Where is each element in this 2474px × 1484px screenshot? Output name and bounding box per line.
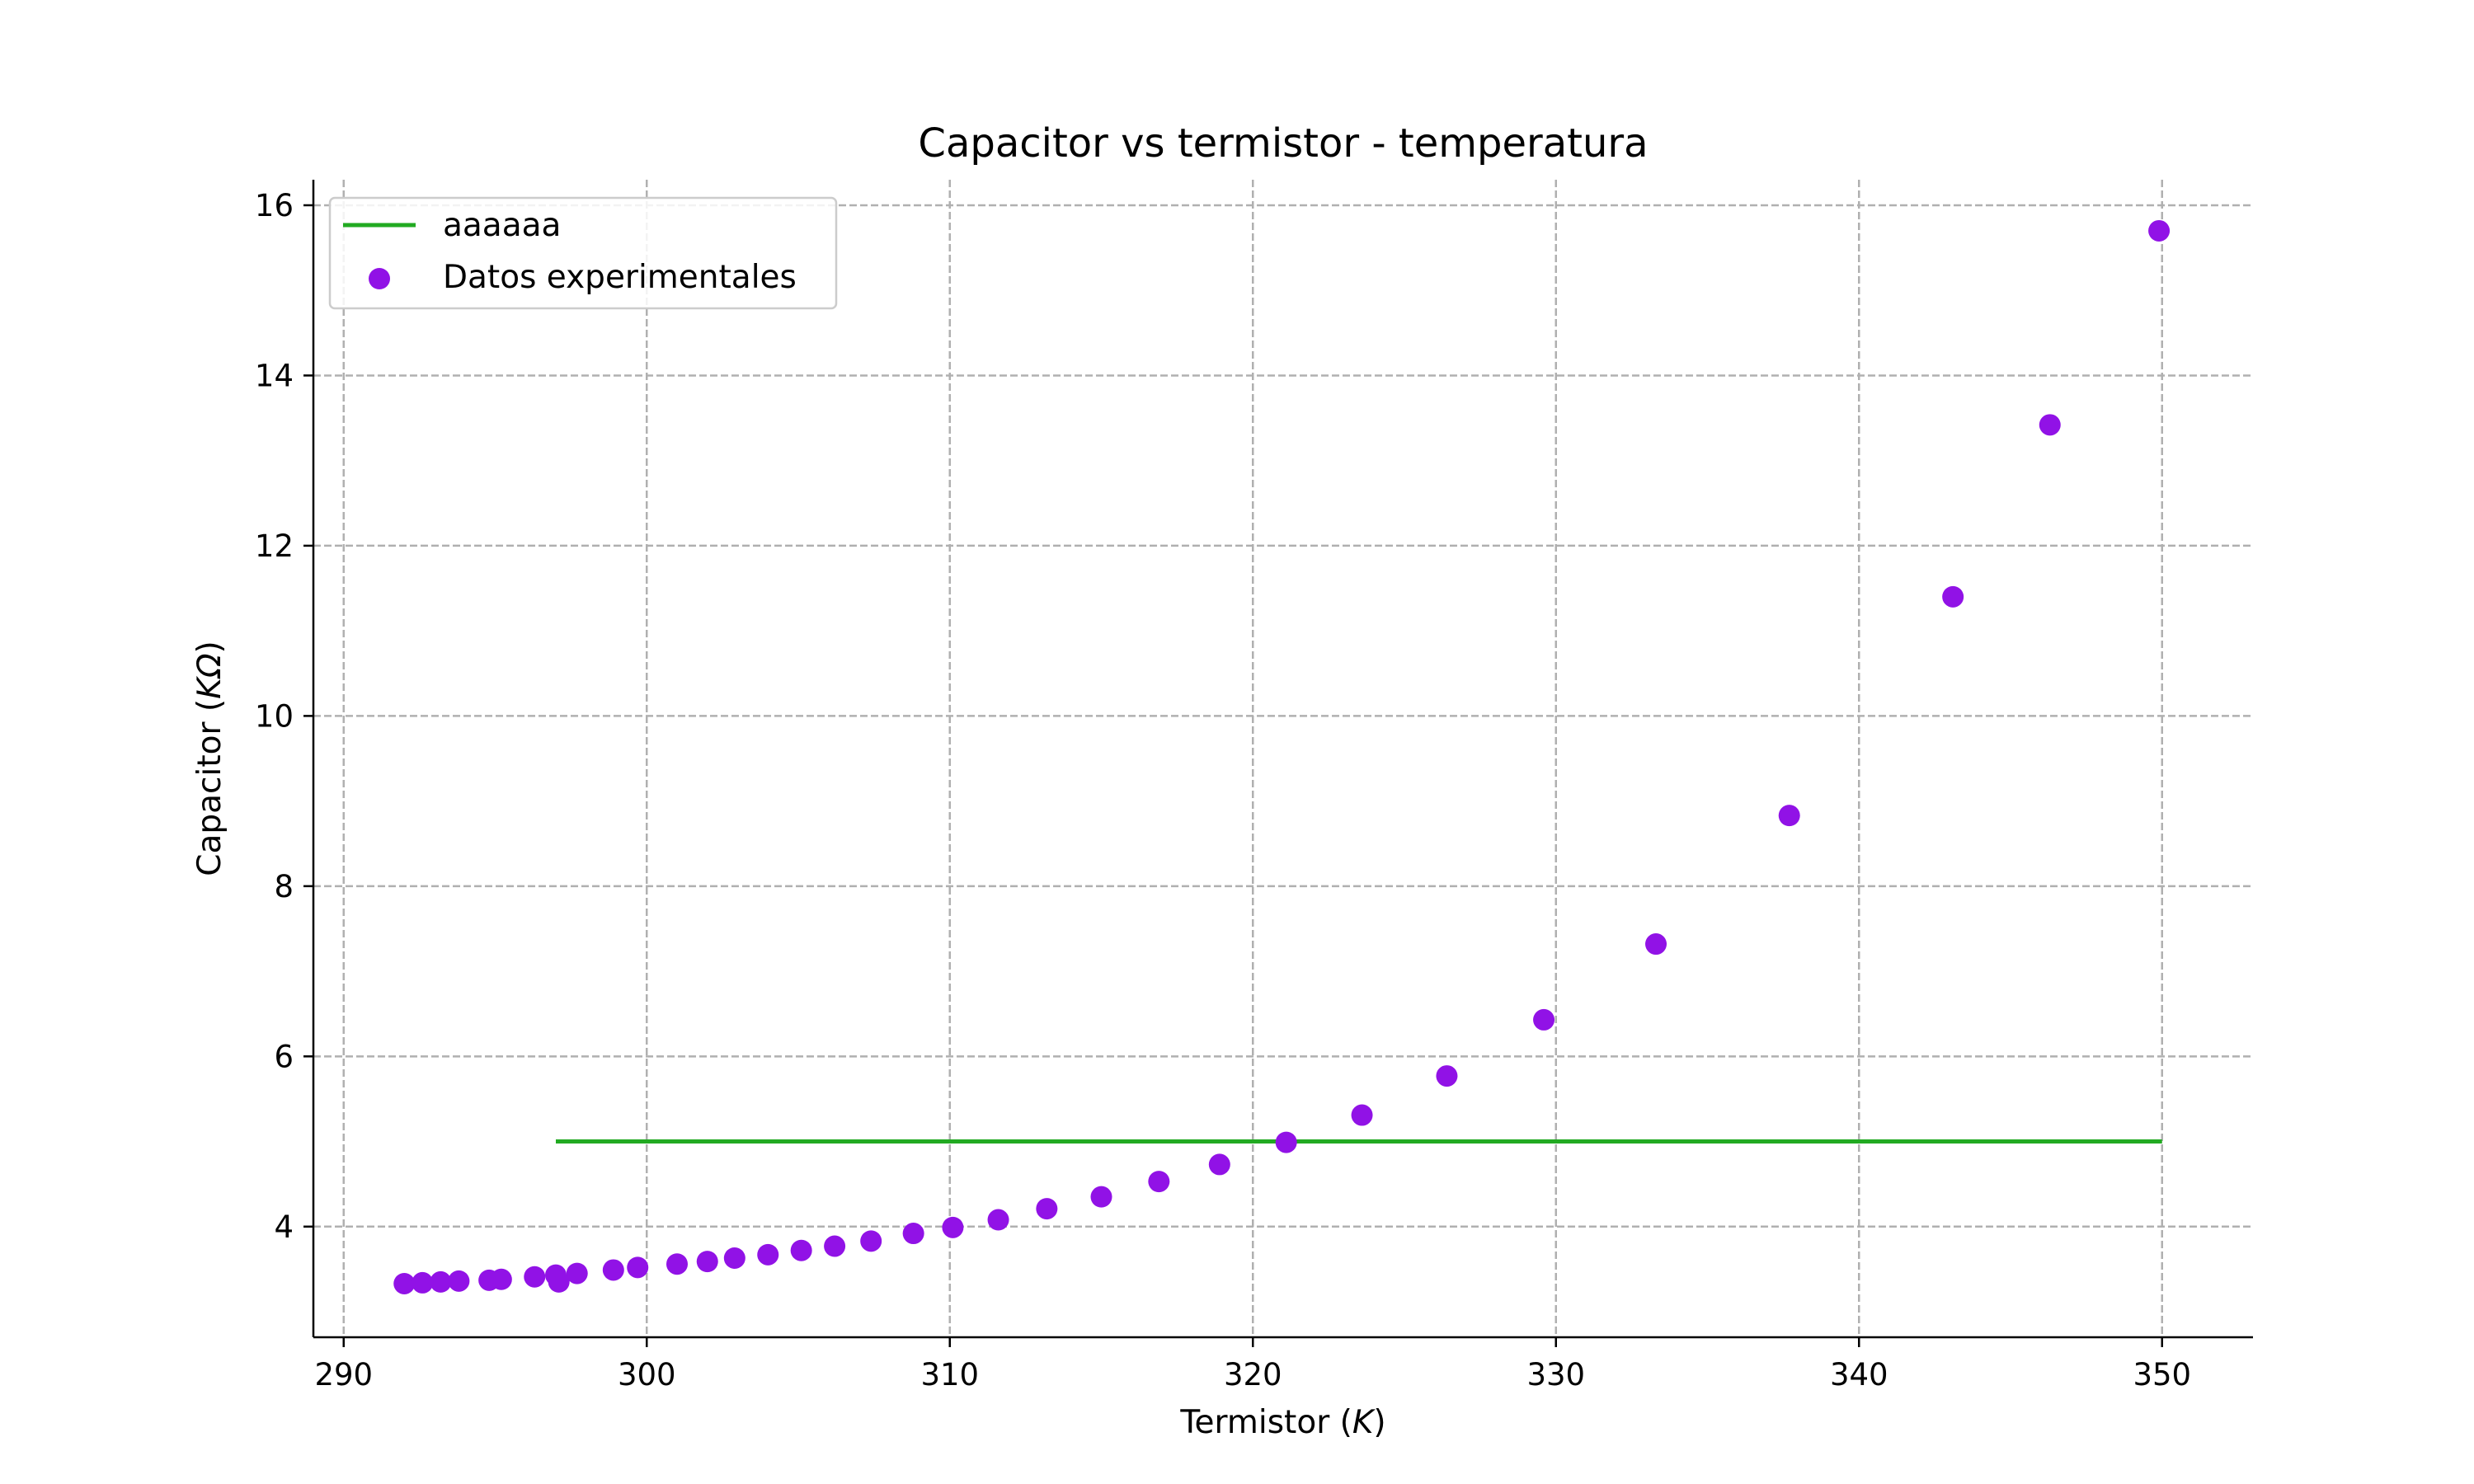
data-point — [524, 1266, 546, 1288]
y-tick-label: 14 — [255, 358, 294, 393]
data-point — [1090, 1186, 1112, 1208]
x-tick-label: 350 — [2133, 1357, 2191, 1392]
ticks: 290 300 310 320 330 340 350 4 6 8 10 12 14 16 — [255, 188, 2191, 1392]
data-point — [1533, 1008, 1555, 1031]
data-point — [602, 1259, 624, 1281]
data-point — [1942, 585, 1964, 608]
y-tick-label: 10 — [255, 698, 294, 734]
legend-frame — [328, 196, 838, 310]
data-point — [393, 1272, 416, 1294]
y-axis-label-prefix: Capacitor ( — [191, 699, 228, 876]
grid — [313, 180, 2253, 1337]
data-point — [566, 1262, 588, 1284]
y-axis-label-unit: KΩ — [191, 653, 228, 699]
data-point — [1148, 1171, 1170, 1193]
x-tick-label: 320 — [1224, 1357, 1282, 1392]
data-point — [1036, 1198, 1058, 1220]
y-tick-label: 8 — [274, 869, 294, 904]
data-point — [448, 1270, 470, 1292]
data-point — [2039, 414, 2061, 436]
x-tick-label: 330 — [1526, 1357, 1585, 1392]
data-point — [412, 1271, 434, 1294]
data-point — [490, 1268, 512, 1290]
y-tick-label: 16 — [255, 188, 294, 223]
data-point — [2148, 219, 2171, 242]
data-point — [723, 1247, 745, 1269]
chart-title: Capacitor vs termistor - temperatura — [918, 120, 1648, 167]
x-tick-label: 310 — [920, 1357, 979, 1392]
y-tick-label: 12 — [255, 528, 294, 564]
legend: aaaaaa Datos experimentales — [328, 196, 838, 310]
data-point — [627, 1256, 649, 1279]
x-axis-label-prefix: Termistor ( — [1179, 1404, 1352, 1441]
data-point — [757, 1243, 779, 1266]
x-axis-label: Termistor (K) — [1179, 1404, 1385, 1441]
legend-label-line: aaaaaa — [443, 207, 561, 244]
data-point — [1351, 1104, 1373, 1126]
legend-label-scatter: Datos experimentales — [443, 259, 797, 296]
data-point — [548, 1270, 570, 1293]
data-point — [1275, 1131, 1297, 1153]
x-tick-label: 300 — [618, 1357, 676, 1392]
data-point — [1778, 805, 1800, 827]
data-point — [696, 1251, 718, 1273]
data-point — [666, 1253, 688, 1275]
data-point — [987, 1209, 1009, 1231]
x-tick-label: 290 — [314, 1357, 373, 1392]
axes — [312, 180, 2253, 1339]
data-point — [1645, 933, 1667, 956]
data-point — [1436, 1065, 1458, 1087]
y-tick-label: 6 — [274, 1039, 294, 1074]
x-axis-label-suffix: ) — [1373, 1404, 1385, 1441]
y-axis-label: Capacitor (KΩ) — [191, 641, 228, 876]
data-point — [824, 1235, 846, 1257]
data-point — [1208, 1153, 1230, 1176]
data-point — [860, 1230, 882, 1252]
data-point — [430, 1270, 452, 1293]
legend-marker-swatch — [369, 268, 390, 289]
data-point — [902, 1223, 924, 1245]
y-tick-label: 4 — [274, 1209, 294, 1245]
data-point — [790, 1239, 812, 1261]
data-point — [942, 1216, 964, 1238]
x-axis-label-unit: K — [1352, 1404, 1376, 1441]
plot-area — [393, 219, 2171, 1294]
x-tick-label: 340 — [1830, 1357, 1888, 1392]
y-axis-label-suffix: ) — [191, 641, 228, 653]
